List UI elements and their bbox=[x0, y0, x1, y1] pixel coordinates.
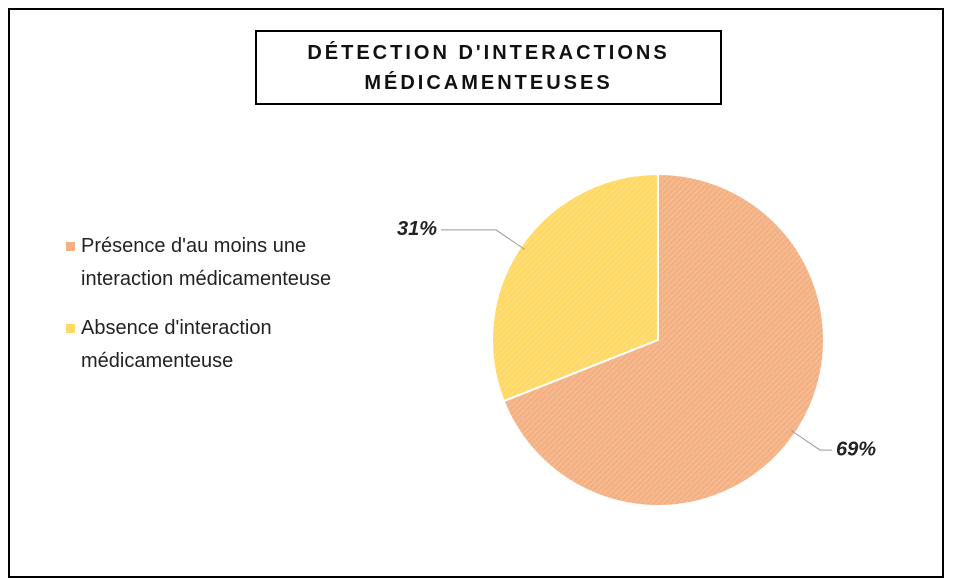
legend-item: Absence d'interaction médicamenteuse bbox=[66, 312, 346, 378]
legend-label: Absence d'interaction médicamenteuse bbox=[81, 317, 272, 372]
legend-swatch bbox=[66, 242, 75, 251]
legend: Présence d'au moins une interaction médi… bbox=[66, 230, 346, 394]
data-label: 69% bbox=[836, 438, 876, 460]
legend-swatch bbox=[66, 324, 75, 333]
leader-line bbox=[790, 430, 833, 451]
legend-item: Présence d'au moins une interaction médi… bbox=[66, 230, 346, 296]
chart: 69% 31% bbox=[397, 172, 876, 507]
legend-label: Présence d'au moins une interaction médi… bbox=[81, 235, 332, 290]
data-label: 31% bbox=[397, 218, 437, 240]
page: DÉTECTION D'INTERACTIONS MÉDICAMENTEUSES… bbox=[8, 8, 944, 578]
leader-line bbox=[440, 229, 526, 250]
chart-title: DÉTECTION D'INTERACTIONS MÉDICAMENTEUSES bbox=[255, 30, 722, 105]
